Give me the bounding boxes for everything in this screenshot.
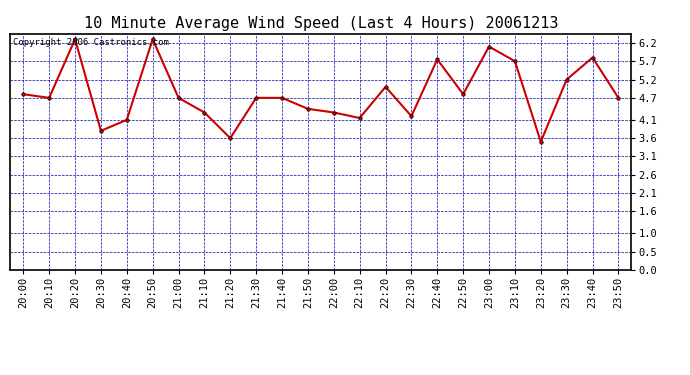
Title: 10 Minute Average Wind Speed (Last 4 Hours) 20061213: 10 Minute Average Wind Speed (Last 4 Hou… xyxy=(83,16,558,31)
Text: Copyright 2006 Castronics.com: Copyright 2006 Castronics.com xyxy=(14,39,169,48)
